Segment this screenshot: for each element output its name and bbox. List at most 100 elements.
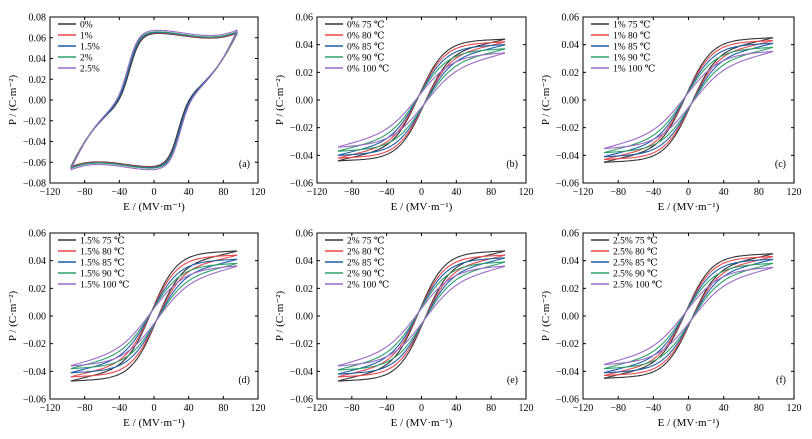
- legend-entry: 2.5%: [80, 65, 100, 75]
- x-tick-label: 0: [419, 187, 424, 198]
- x-axis-label: E / (MV·m⁻¹): [123, 417, 185, 429]
- y-tick-label: −0.04: [23, 137, 46, 148]
- y-tick-label: 0.04: [562, 256, 580, 267]
- series-line-5: [604, 267, 774, 366]
- legend-entry: 2.5% 75 ℃: [613, 237, 658, 247]
- y-tick-label: 0.04: [29, 54, 47, 65]
- x-tick-label: −80: [344, 403, 360, 414]
- y-tick-label: −0.02: [23, 116, 46, 127]
- x-axis-label: E / (MV·m⁻¹): [391, 201, 453, 213]
- x-tick-label: 0: [419, 403, 424, 414]
- x-tick-label: −40: [646, 403, 662, 414]
- legend-entry: 1.5% 80 ℃: [80, 248, 125, 258]
- y-axis-label: P / (C·m⁻²): [274, 75, 286, 126]
- legend-entry: 1% 85 ℃: [613, 43, 651, 53]
- y-tick-label: 0.00: [562, 96, 580, 107]
- x-tick-label: 120: [787, 403, 802, 414]
- chart-panel-1: −120 −80 −40 0 40 80 120 −0.08 −0.06 −0.04 −0.02 0.…: [7, 13, 266, 214]
- x-tick-label: −120: [573, 187, 594, 198]
- y-tick-label: 0.04: [562, 40, 580, 51]
- legend-entry: 0% 75 ℃: [347, 21, 385, 31]
- legend: 2.5% 75 ℃2.5% 80 ℃2.5% 85 ℃2.5% 90 ℃2.5%…: [591, 237, 663, 291]
- legend-entry: 1% 80 ℃: [613, 32, 651, 42]
- legend: 2% 75 ℃2% 80 ℃2% 85 ℃2% 90 ℃2% 100 ℃: [325, 237, 390, 291]
- y-tick-label: 0.06: [296, 229, 314, 240]
- legend-entry: 2.5% 100 ℃: [613, 281, 663, 291]
- series-group: [70, 250, 238, 382]
- x-tick-label: 80: [754, 403, 764, 414]
- chart-panel-3: −120 −80 −40 0 40 80 120 −0.06 −0.04 −0.02 0.00 0.0…: [540, 13, 802, 214]
- panel-label: (d): [238, 375, 250, 386]
- series-group: [603, 253, 774, 379]
- legend-entry: 1% 75 ℃: [613, 21, 651, 31]
- x-tick-label: −120: [40, 403, 61, 414]
- x-tick-label: −120: [573, 403, 594, 414]
- chart-panel-5: −120 −80 −40 0 40 80 120 −0.06 −0.04 −0.02 0.00 0.0…: [274, 229, 534, 430]
- y-tick-label: 0.02: [562, 284, 580, 295]
- series-line-5: [603, 50, 773, 149]
- y-tick-label: 0.02: [29, 284, 47, 295]
- y-tick-label: −0.06: [23, 395, 46, 406]
- series-line-5: [337, 265, 506, 367]
- series-line-5: [337, 52, 506, 148]
- y-tick-label: 0.06: [29, 229, 47, 240]
- series-line-2: [70, 32, 238, 168]
- x-tick-label: −40: [379, 187, 395, 198]
- series-group: [70, 29, 238, 171]
- x-tick-label: 40: [184, 187, 194, 198]
- x-tick-label: 80: [218, 403, 228, 414]
- x-axis-label: E / (MV·m⁻¹): [658, 417, 720, 429]
- series-line-5: [337, 265, 506, 367]
- x-tick-label: 40: [719, 403, 729, 414]
- y-tick-label: −0.02: [290, 339, 313, 350]
- x-tick-label: 120: [251, 403, 266, 414]
- legend-entry: 0% 80 ℃: [347, 32, 385, 42]
- x-tick-label: 40: [719, 187, 729, 198]
- legend-entry: 2% 85 ℃: [347, 259, 385, 269]
- chart-panel-6: −120 −80 −40 0 40 80 120 −0.06 −0.04 −0.02 0.00 0.0…: [540, 229, 802, 430]
- y-tick-label: 0.06: [562, 13, 580, 24]
- legend: 0% 75 ℃0% 80 ℃0% 85 ℃0% 90 ℃0% 100 ℃: [325, 21, 390, 75]
- x-tick-label: 80: [486, 403, 496, 414]
- panel-label: (a): [239, 159, 250, 170]
- y-tick-label: −0.04: [290, 151, 313, 162]
- y-tick-label: −0.02: [23, 339, 46, 350]
- legend-entry: 1% 90 ℃: [613, 54, 651, 64]
- x-tick-label: 40: [451, 187, 461, 198]
- y-tick-label: 0.04: [29, 256, 47, 267]
- y-tick-label: 0.02: [296, 68, 314, 79]
- y-tick-label: −0.06: [290, 395, 313, 406]
- series-line-1: [70, 32, 238, 168]
- x-tick-label: 120: [519, 403, 534, 414]
- series-line-5: [70, 29, 238, 171]
- y-tick-label: 0.04: [296, 256, 314, 267]
- panel-label: (e): [507, 375, 518, 386]
- x-tick-label: 80: [218, 187, 228, 198]
- panel-label: (b): [506, 159, 518, 170]
- y-tick-label: −0.04: [556, 367, 579, 378]
- legend: 1.5% 75 ℃1.5% 80 ℃1.5% 85 ℃1.5% 90 ℃1.5%…: [58, 237, 130, 291]
- series-line-2: [70, 32, 238, 168]
- legend-entry: 2% 90 ℃: [347, 270, 385, 280]
- y-tick-label: 0.00: [29, 96, 47, 107]
- legend-entry: 2% 80 ℃: [347, 248, 385, 258]
- y-tick-label: 0.02: [296, 284, 314, 295]
- series-line-5: [70, 29, 238, 171]
- legend-entry: 0% 90 ℃: [347, 54, 385, 64]
- x-tick-label: −40: [112, 403, 128, 414]
- x-tick-label: −40: [646, 187, 662, 198]
- y-tick-label: 0.06: [29, 33, 47, 44]
- x-tick-label: −80: [610, 187, 626, 198]
- x-tick-label: 120: [787, 187, 802, 198]
- legend-entry: 2%: [80, 54, 93, 64]
- x-axis-label: E / (MV·m⁻¹): [658, 201, 720, 213]
- y-axis-label: P / (C·m⁻²): [7, 291, 19, 342]
- x-tick-label: −120: [307, 403, 328, 414]
- y-tick-label: 0.06: [562, 229, 580, 240]
- legend-entry: 1.5%: [80, 43, 100, 53]
- legend-entry: 1% 100 ℃: [613, 65, 656, 75]
- y-tick-label: −0.06: [556, 179, 579, 190]
- legend-entry: 1%: [80, 32, 93, 42]
- x-tick-label: −120: [40, 187, 61, 198]
- y-tick-label: 0.00: [29, 312, 47, 323]
